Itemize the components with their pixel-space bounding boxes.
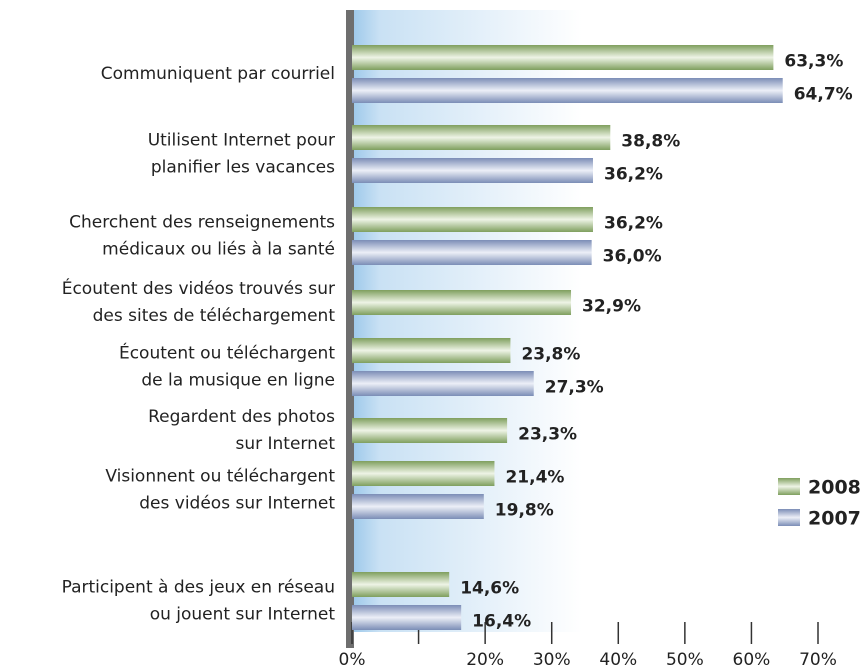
value-label: 36,2% (604, 165, 663, 185)
x-tick-label: 50% (666, 650, 704, 669)
x-tick-label: 20% (466, 650, 504, 669)
value-label: 64,7% (794, 85, 853, 105)
value-label: 36,0% (603, 247, 662, 267)
bar (352, 572, 450, 597)
x-tick-label: 70% (799, 650, 837, 669)
value-label: 16,4% (472, 612, 531, 632)
bar (352, 207, 593, 232)
value-label: 27,3% (545, 378, 604, 398)
category-label: Visionnent ou téléchargent des vidéos sur… (105, 467, 335, 514)
value-label: 23,3% (518, 425, 577, 445)
value-label: 63,3% (784, 52, 843, 72)
y-axis (346, 10, 354, 648)
bar (352, 125, 611, 150)
x-tick-label: 60% (733, 650, 771, 669)
bar (352, 418, 508, 443)
bar (352, 78, 783, 103)
bar (352, 461, 495, 486)
category-label: Cherchent des renseignements médicaux ou … (69, 213, 335, 260)
bar (352, 290, 572, 315)
value-label: 23,8% (521, 345, 580, 365)
x-tick-label: 40% (599, 650, 637, 669)
value-label: 32,9% (582, 297, 641, 317)
bar (352, 158, 593, 183)
bar (352, 494, 484, 519)
legend-swatch (778, 478, 800, 495)
value-label: 19,8% (495, 501, 554, 521)
x-tick-label: 30% (533, 650, 571, 669)
bar (352, 371, 534, 396)
value-label: 14,6% (460, 579, 519, 599)
category-label: Participent à des jeux en réseau ou jouen… (62, 578, 336, 625)
category-label: Communiquent par courriel (101, 64, 335, 84)
category-label: Écoutent des vidéos trouvés sur des sites… (62, 277, 336, 326)
value-label: 36,2% (604, 214, 663, 234)
category-label: Regardent des photos sur Internet (148, 407, 335, 454)
legend-label: 2008 (808, 477, 861, 499)
bar (352, 45, 774, 70)
background-band (352, 10, 582, 632)
bar (352, 605, 462, 630)
category-label: Utilisent Internet pour planifier les vac… (148, 131, 335, 178)
bar (352, 338, 511, 363)
x-tick-label: 0% (339, 650, 366, 669)
legend-label: 2007 (808, 508, 861, 530)
value-label: 21,4% (505, 468, 564, 488)
legend-swatch (778, 509, 800, 526)
bar (352, 240, 592, 265)
value-label: 38,8% (621, 132, 680, 152)
category-label: Écoutent ou téléchargent de la musique en… (119, 342, 335, 391)
